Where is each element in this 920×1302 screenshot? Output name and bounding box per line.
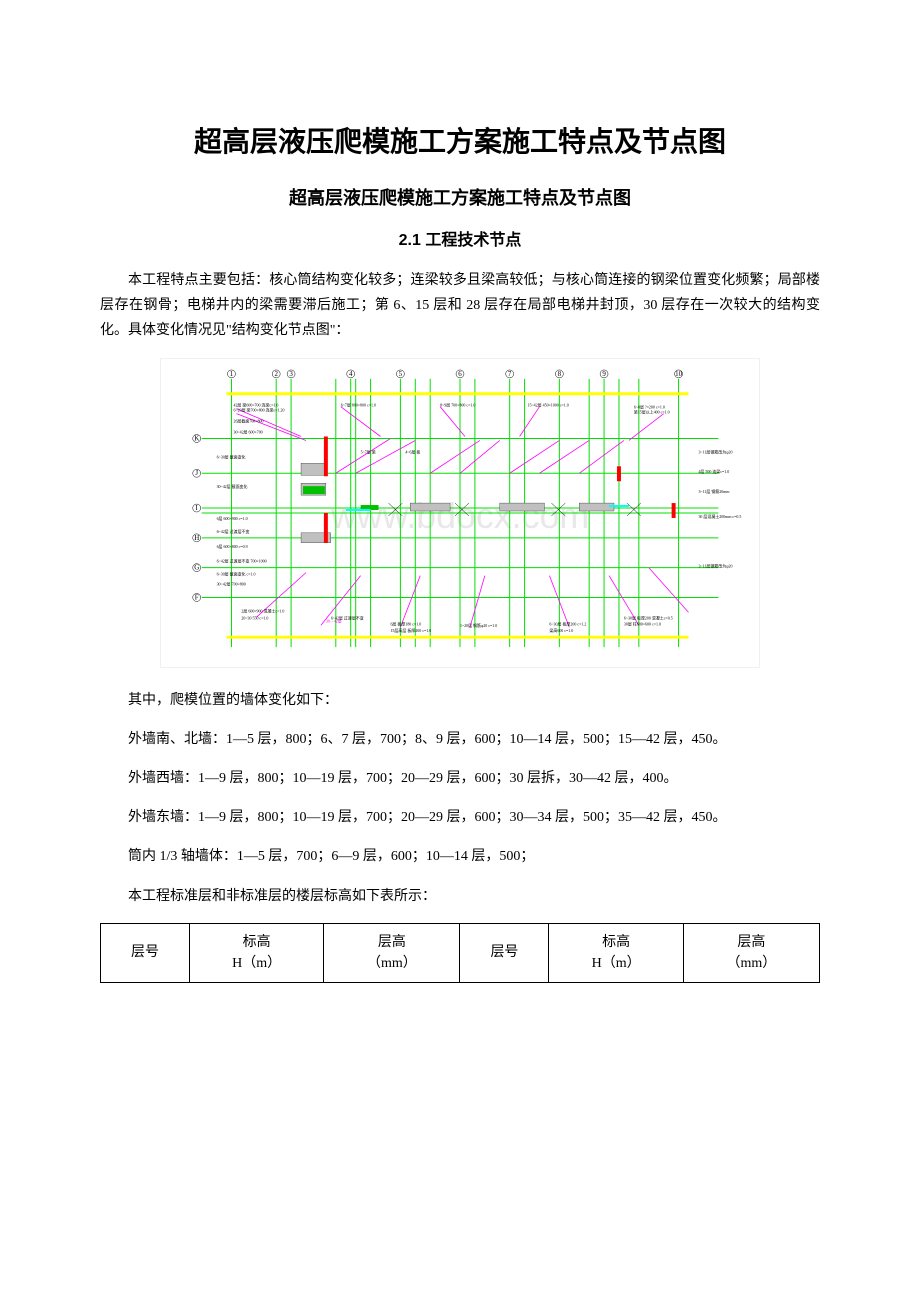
sub-title: 超高层液压爬模施工方案施工特点及节点图	[100, 184, 820, 210]
svg-text:K: K	[194, 434, 199, 442]
svg-text:15层高层 板厚200 c=1.0: 15层高层 板厚200 c=1.0	[390, 628, 431, 633]
svg-text:6层 600×900 c=1.0: 6层 600×900 c=1.0	[217, 516, 248, 521]
svg-text:30 层混凝土200mm c=0.5: 30 层混凝土200mm c=0.5	[698, 514, 741, 519]
table-header-col5: 标高 H（m）	[549, 923, 683, 982]
svg-text:26层截面700×800: 26层截面700×800	[233, 418, 263, 423]
svg-text:6~42层 过渡层不变 700×1000: 6~42层 过渡层不变 700×1000	[217, 558, 267, 563]
svg-text:30~42层 600×700: 30~42层 600×700	[233, 429, 262, 434]
svg-text:2: 2	[274, 369, 278, 377]
table-header-col4: 层号	[460, 923, 549, 982]
svg-text:5~7层 梁: 5~7层 梁	[361, 449, 376, 454]
table-header-col6: 层高 （mm）	[683, 923, 819, 982]
svg-text:1: 1	[230, 369, 234, 377]
svg-text:3~11层钢筋改为φ20: 3~11层钢筋改为φ20	[698, 449, 732, 454]
svg-text:30~42层 700×800: 30~42层 700×800	[217, 581, 246, 586]
svg-text:10: 10	[675, 369, 682, 377]
diagram-svg: www.bdocx.com 1	[161, 359, 759, 667]
paragraph-4: 外墙西墙：1—9 层，800；10—19 层，700；20—29 层，600；3…	[100, 766, 820, 791]
svg-text:6~30层 板厚200 混凝土c=0.5: 6~30层 板厚200 混凝土c=0.5	[624, 615, 673, 620]
svg-text:J: J	[195, 469, 198, 477]
svg-text:6: 6	[458, 369, 462, 377]
svg-text:6层 600×800 c=0.9: 6层 600×800 c=0.9	[217, 543, 248, 548]
svg-text:4层 500 连梁c=1.0: 4层 500 连梁c=1.0	[698, 469, 729, 474]
svg-text:2层 600×900 混凝土c=1.0: 2层 600×900 混凝土c=1.0	[241, 608, 284, 613]
svg-text:6层 板厚180 c=1.0: 6层 板厚180 c=1.0	[390, 621, 421, 626]
svg-text:30~42层 截面变化: 30~42层 截面变化	[217, 484, 248, 489]
watermark-text: www.bdocx.com	[330, 495, 589, 535]
paragraph-7: 本工程标准层和非标准层的楼层标高如下表所示：	[100, 884, 820, 909]
svg-text:3~11层钢筋改为φ20: 3~11层钢筋改为φ20	[698, 563, 732, 568]
table-header-col1: 层号	[101, 923, 190, 982]
structural-diagram: www.bdocx.com 1	[160, 358, 760, 668]
paragraph-5: 外墙东墙：1—9 层，800；10—19 层，700；20—29 层，600；3…	[100, 805, 820, 830]
svg-text:6~7层 800×800 c=1.0: 6~7层 800×800 c=1.0	[341, 402, 376, 407]
paragraph-3: 外墙南、北墙：1—5 层，800；6、7 层，700；8、9 层，600；10—…	[100, 727, 820, 752]
table-header-col2: 标高 H（m）	[189, 923, 323, 982]
svg-text:H: H	[194, 533, 199, 541]
main-title: 超高层液压爬模施工方案施工特点及节点图	[100, 120, 820, 160]
svg-text:8: 8	[558, 369, 562, 377]
svg-text:7: 7	[508, 369, 512, 377]
svg-text:30→42层: 30→42层	[326, 618, 342, 623]
svg-text:8~9层 700×800 c=1.0: 8~9层 700×800 c=1.0	[440, 402, 475, 407]
svg-text:1~20层 钢筋φ20 c=1.0: 1~20层 钢筋φ20 c=1.0	[460, 623, 497, 628]
table-header-row: 层号 标高 H（m） 层高 （mm） 层号 标高 H（m） 层高 （mm）	[101, 923, 820, 982]
svg-text:5: 5	[399, 369, 403, 377]
svg-text:3~11层 钢筋20mm: 3~11层 钢筋20mm	[698, 489, 730, 494]
svg-text:6~42层 过渡层不变: 6~42层 过渡层不变	[217, 528, 250, 533]
svg-text:6~30层 截面变化: 6~30层 截面变化	[217, 454, 246, 459]
svg-text:30层 柱600×600 c=1.0: 30层 柱600×600 c=1.0	[624, 621, 661, 626]
svg-text:梁15层以上400 c=1.0: 梁15层以上400 c=1.0	[634, 409, 670, 414]
paragraph-6: 筒内 1/3 轴墙体：1—5 层，700；6—9 层，600；10—14 层，5…	[100, 844, 820, 869]
svg-text:15~42层 450×1000 c=1.0: 15~42层 450×1000 c=1.0	[528, 402, 569, 407]
table-header-col3: 层高 （mm）	[324, 923, 460, 982]
svg-text:F: F	[195, 593, 199, 601]
svg-text:4: 4	[349, 369, 353, 377]
section-title: 2.1 工程技术节点	[100, 226, 820, 250]
svg-text:4~6层 板: 4~6层 板	[405, 449, 420, 454]
floor-table: 层号 标高 H（m） 层高 （mm） 层号 标高 H（m） 层高 （mm）	[100, 923, 820, 983]
svg-text:梁高600 c=1.0: 梁高600 c=1.0	[549, 628, 573, 633]
paragraph-intro: 本工程特点主要包括：核心筒结构变化较多；连梁较多且梁高较低；与核心筒连接的钢梁位…	[100, 268, 820, 344]
svg-text:6~20层 梁700×800 连梁c=1.20: 6~20层 梁700×800 连梁c=1.20	[233, 407, 284, 412]
svg-text:9: 9	[602, 369, 606, 377]
svg-text:6~30层 截面变化 c=1.0: 6~30层 截面变化 c=1.0	[217, 571, 256, 576]
svg-text:3: 3	[289, 369, 293, 377]
paragraph-2: 其中，爬模位置的墙体变化如下：	[100, 688, 820, 713]
svg-text:6~30层 板厚200 c=1.2: 6~30层 板厚200 c=1.2	[549, 621, 586, 626]
svg-text:G: G	[194, 563, 199, 571]
svg-text:20~30 550 c=1.0: 20~30 550 c=1.0	[241, 615, 268, 620]
